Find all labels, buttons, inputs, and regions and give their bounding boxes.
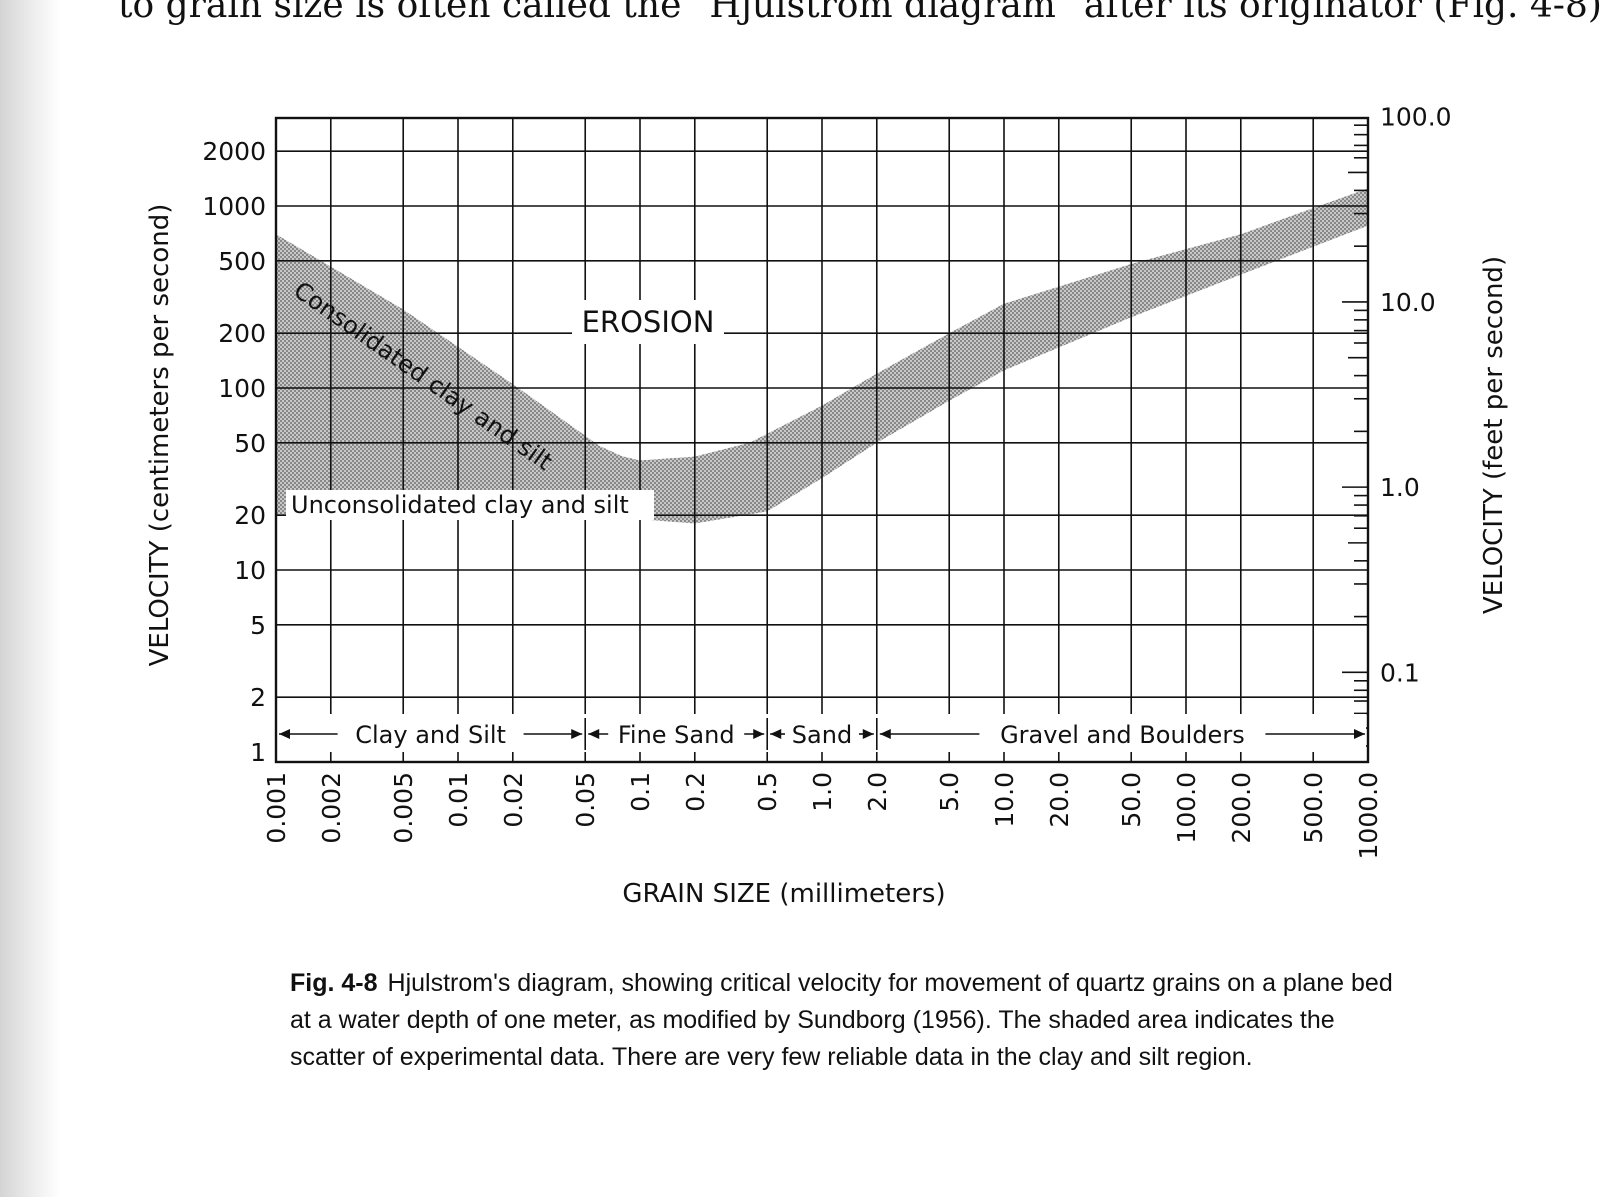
y-axis-title: VELOCITY (centimeters per second) — [145, 204, 175, 667]
x-tick-label: 0.5 — [753, 772, 782, 812]
plot-border — [274, 116, 1370, 764]
y-tick-label: 20 — [234, 501, 266, 530]
size-class-gravel-and-boulders: Gravel and Boulders — [1000, 721, 1245, 749]
y-tick-label: 10 — [234, 556, 266, 585]
x-tick-label: 0.005 — [389, 772, 418, 844]
y-tick-label: 2 — [250, 683, 266, 712]
y-tick-label: 100 — [218, 374, 266, 403]
x-tick-label: 50.0 — [1117, 772, 1146, 828]
y-tick-label: 1 — [250, 738, 266, 767]
x-tick-label: 100.0 — [1172, 772, 1201, 844]
y-tick-label: 5 — [250, 611, 266, 640]
x-axis-title: GRAIN SIZE (millimeters) — [622, 879, 945, 909]
y2-tick-label: 1.0 — [1380, 473, 1420, 502]
x-tick-label: 0.01 — [444, 772, 473, 828]
size-class-arrowhead — [862, 729, 874, 739]
x-tick-label: 20.0 — [1045, 772, 1074, 828]
x-tick-label: 0.2 — [681, 772, 710, 812]
x-tick-label: 2.0 — [863, 772, 892, 812]
figure-caption: Fig. 4-8 Hjulstrom's diagram, showing cri… — [290, 965, 1400, 1076]
x-tick-label: 0.05 — [571, 772, 600, 828]
plot-frame — [274, 116, 1370, 764]
size-class-arrowhead — [1354, 729, 1365, 739]
x-tick-label: 0.1 — [626, 772, 655, 812]
size-class-layer: Clay and Silt Fine Sand Sand Gravel and Bou… — [278, 714, 1366, 752]
y-tick-label: 2000 — [202, 137, 266, 166]
x-tick-label: 1000.0 — [1354, 772, 1383, 859]
y2-tick-label: 100.0 — [1380, 103, 1452, 132]
x-tick-label: 200.0 — [1227, 772, 1256, 844]
y2-tick-label: 10.0 — [1380, 288, 1436, 317]
x-tick-label: 0.001 — [262, 772, 291, 844]
band-label-backdrop — [286, 490, 654, 520]
size-class-arrowhead — [753, 729, 765, 739]
size-class-arrowhead — [279, 729, 290, 739]
x-tick-label: 5.0 — [935, 772, 964, 812]
size-class-clay-and-silt: Clay and Silt — [355, 721, 506, 749]
size-class-arrowhead — [770, 729, 782, 739]
scan-page-edge — [0, 0, 60, 1197]
x-tick-label: 0.002 — [317, 772, 346, 844]
size-class-arrowhead — [588, 729, 600, 739]
region-label-erosion: EROSION — [582, 305, 715, 339]
x-tick-label: 1.0 — [808, 772, 837, 812]
x-tick-label: 10.0 — [990, 772, 1019, 828]
x-tick-label: 500.0 — [1299, 772, 1328, 844]
y-tick-label: 200 — [218, 319, 266, 348]
size-class-arrowhead — [879, 729, 891, 739]
size-class-sand: Sand — [792, 721, 852, 749]
size-class-arrowhead — [571, 729, 583, 739]
size-class-fine-sand: Fine Sand — [618, 721, 735, 749]
band-label-unconsolidated: Unconsolidated clay and silt — [291, 491, 629, 519]
caption-text: Hjulstrom's diagram, showing critical ve… — [290, 969, 1393, 1071]
y-tick-label: 1000 — [202, 192, 266, 221]
region-label-backdrop — [572, 300, 724, 344]
size-class-strip — [278, 714, 1366, 752]
figure-number: Fig. 4-8 — [290, 969, 378, 997]
y2-tick-label: 0.1 — [1380, 658, 1420, 687]
y-tick-label: 500 — [218, 247, 266, 276]
grid-layer: 0.001 0.002 0.005 0.01 0.02 0.05 0.1 0.2 0.5 1.0 2… — [202, 118, 1383, 859]
y2-axis-title: VELOCITY (feet per second) — [1479, 256, 1509, 614]
right-axis-layer: 0.1 1.0 10.0 100.0 — [1342, 103, 1452, 747]
y-tick-label: 50 — [234, 429, 266, 458]
x-tick-label: 0.02 — [499, 772, 528, 828]
page-header-text: to grain size is often called the "Hjuls… — [118, 0, 1604, 26]
